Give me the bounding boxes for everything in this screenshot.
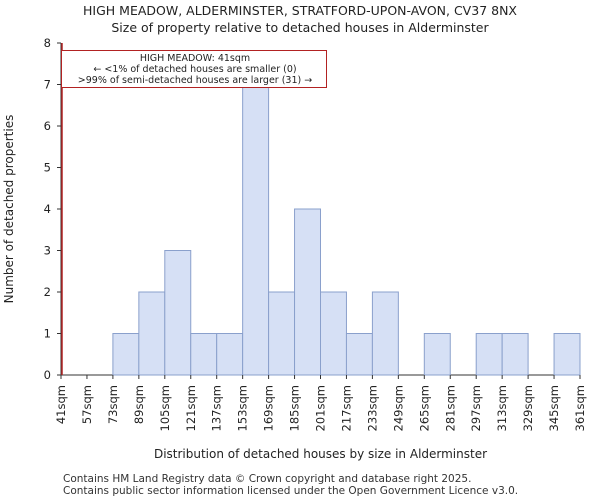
y-tick-label-7: 7 bbox=[44, 78, 51, 92]
y-tick-label-1: 1 bbox=[44, 327, 51, 341]
bar-345sqm bbox=[553, 333, 581, 376]
x-tick-label-89sqm: 89sqm bbox=[132, 385, 146, 424]
y-tick-label-4: 4 bbox=[44, 202, 51, 216]
y-tick-label-5: 5 bbox=[44, 161, 51, 175]
x-tick-label-217sqm: 217sqm bbox=[339, 385, 353, 431]
x-tick-label-329sqm: 329sqm bbox=[521, 385, 535, 431]
x-tick-label-345sqm: 345sqm bbox=[547, 385, 561, 431]
annotation-line-2: ← <1% of detached houses are smaller (0) bbox=[93, 64, 297, 75]
bar-217sqm bbox=[345, 333, 373, 376]
bar-89sqm bbox=[138, 291, 166, 376]
x-tick-label-153sqm: 153sqm bbox=[236, 385, 250, 431]
x-axis-label: Distribution of detached houses by size … bbox=[154, 447, 487, 461]
x-tick-label-233sqm: 233sqm bbox=[365, 385, 379, 431]
x-tick-label-313sqm: 313sqm bbox=[495, 385, 509, 431]
bar-121sqm bbox=[190, 333, 218, 376]
x-tick-label-73sqm: 73sqm bbox=[106, 385, 120, 424]
bar-201sqm bbox=[320, 291, 347, 376]
x-tick-label-57sqm: 57sqm bbox=[80, 385, 94, 424]
x-tick-label-169sqm: 169sqm bbox=[262, 385, 276, 431]
annotation-box: HIGH MEADOW: 41sqm ← <1% of detached hou… bbox=[61, 50, 327, 88]
x-tick-label-201sqm: 201sqm bbox=[314, 385, 328, 431]
x-tick-label-281sqm: 281sqm bbox=[443, 385, 457, 431]
bar-105sqm bbox=[164, 250, 192, 376]
footer-line-2: Contains public sector information licen… bbox=[63, 485, 519, 497]
x-tick-label-41sqm: 41sqm bbox=[54, 385, 68, 424]
bar-169sqm bbox=[268, 291, 296, 376]
x-tick-label-361sqm: 361sqm bbox=[573, 385, 587, 431]
x-tick-label-137sqm: 137sqm bbox=[210, 385, 224, 431]
bar-297sqm bbox=[475, 333, 503, 376]
bar-137sqm bbox=[216, 333, 244, 376]
x-tick-label-121sqm: 121sqm bbox=[184, 385, 198, 431]
bar-265sqm bbox=[423, 333, 451, 376]
chart-title: HIGH MEADOW, ALDERMINSTER, STRATFORD-UPO… bbox=[83, 3, 517, 18]
y-tick-label-0: 0 bbox=[44, 368, 51, 382]
x-tick-label-265sqm: 265sqm bbox=[417, 385, 431, 431]
annotation-line-1: HIGH MEADOW: 41sqm bbox=[139, 53, 251, 64]
bar-233sqm bbox=[371, 291, 399, 376]
annotation-line-3: >99% of semi-detached houses are larger … bbox=[77, 75, 313, 86]
chart-subtitle: Size of property relative to detached ho… bbox=[111, 20, 489, 35]
y-tick-label-2: 2 bbox=[44, 285, 51, 299]
y-tick-label-6: 6 bbox=[44, 119, 51, 133]
bar-185sqm bbox=[294, 208, 321, 376]
x-tick-label-297sqm: 297sqm bbox=[469, 385, 483, 431]
bar-153sqm bbox=[242, 84, 270, 376]
x-tick-label-185sqm: 185sqm bbox=[288, 385, 302, 431]
x-tick-label-249sqm: 249sqm bbox=[391, 385, 405, 431]
y-axis-label: Number of detached properties bbox=[2, 115, 16, 304]
bar-73sqm bbox=[112, 333, 140, 376]
y-tick-label-3: 3 bbox=[44, 244, 51, 258]
x-tick-label-105sqm: 105sqm bbox=[158, 385, 172, 431]
y-tick-label-8: 8 bbox=[44, 36, 51, 50]
bar-313sqm bbox=[501, 333, 529, 376]
footer-line-1: Contains HM Land Registry data © Crown c… bbox=[63, 473, 472, 485]
